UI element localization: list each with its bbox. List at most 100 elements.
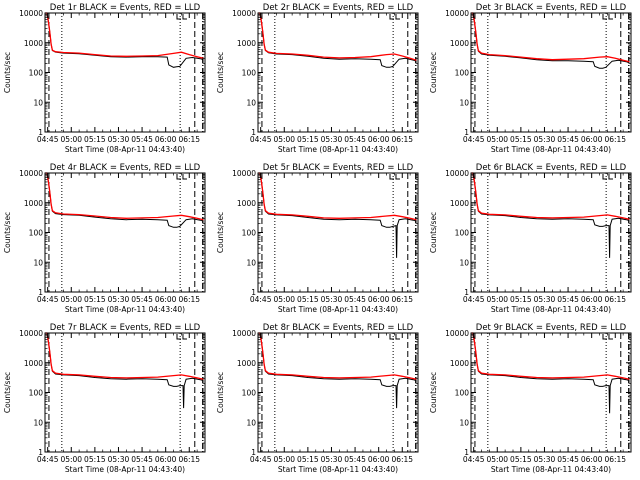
marker-glyph (608, 174, 613, 180)
x-tick-label: 06:15 (604, 295, 626, 304)
x-tick-label: 05:30 (108, 135, 130, 144)
x-tick-label: 04:45 (37, 135, 59, 144)
y-axis-label: Counts/sec (429, 212, 438, 253)
series-events-line (471, 332, 630, 414)
y-tick-label: 10 (33, 98, 43, 107)
x-axis-label: Start Time (08-Apr-11 04:43:40) (65, 305, 185, 314)
plot-frame (44, 172, 206, 293)
y-tick-label: 10 (33, 418, 43, 427)
x-tick-label: 05:30 (321, 135, 343, 144)
x-tick-label: 05:00 (486, 295, 508, 304)
x-tick-label: 05:15 (510, 135, 532, 144)
y-axis-label: Counts/sec (216, 212, 225, 253)
chart-title: Det 2r BLACK = Events, RED = LLD (263, 3, 414, 13)
marker-glyph (389, 14, 394, 20)
series-events-line (45, 332, 204, 409)
marker-glyph (176, 334, 181, 340)
y-tick-label: 10000 (19, 329, 43, 338)
x-tick-label: 05:15 (510, 295, 532, 304)
y-tick-label: 10 (459, 258, 469, 267)
y-tick-label: 10 (459, 418, 469, 427)
chart-title: Det 6r BLACK = Events, RED = LLD (476, 163, 627, 173)
x-tick-label: 06:15 (391, 135, 413, 144)
marker-glyph (176, 14, 181, 20)
chart-panel-3: Det 3r BLACK = Events, RED = LLD Counts/s… (429, 3, 632, 154)
y-tick-label: 10000 (232, 169, 256, 178)
x-tick-label: 05:15 (84, 295, 106, 304)
x-tick-label: 05:30 (321, 455, 343, 464)
x-tick-label: 05:45 (131, 135, 153, 144)
y-axis-label: Counts/sec (429, 372, 438, 413)
y-axis-label: Counts/sec (3, 52, 12, 93)
chart-panel-9: Det 9r BLACK = Events, RED = LLD Counts/s… (429, 323, 632, 474)
series-events-line (258, 12, 417, 68)
chart-title: Det 4r BLACK = Events, RED = LLD (50, 163, 201, 173)
y-tick-label: 1000 (237, 359, 256, 368)
plot-frame (44, 12, 206, 133)
y-tick-label: 100 (29, 229, 44, 238)
marker-glyph (182, 14, 187, 20)
x-axis-label: Start Time (08-Apr-11 04:43:40) (491, 145, 611, 154)
x-tick-label: 06:00 (581, 295, 603, 304)
x-axis-label: Start Time (08-Apr-11 04:43:40) (278, 465, 398, 474)
y-tick-label: 1 (38, 128, 43, 137)
x-tick-label: 04:45 (250, 295, 272, 304)
marker-glyph (602, 334, 607, 340)
y-tick-label: 10000 (232, 329, 256, 338)
marker-glyph (608, 334, 613, 340)
y-tick-label: 1 (38, 288, 43, 297)
series-events-line (258, 332, 417, 409)
x-tick-label: 06:00 (368, 135, 390, 144)
y-tick-label: 10000 (445, 9, 469, 18)
x-tick-label: 05:15 (297, 295, 319, 304)
y-tick-label: 1 (251, 128, 256, 137)
x-tick-label: 05:45 (131, 455, 153, 464)
x-tick-label: 05:00 (60, 295, 82, 304)
x-tick-label: 05:45 (131, 295, 153, 304)
plot-frame (470, 12, 632, 133)
marker-glyph (395, 14, 400, 20)
series-lld-line (471, 332, 630, 380)
y-tick-label: 100 (455, 389, 470, 398)
x-tick-label: 05:30 (534, 135, 556, 144)
x-tick-label: 05:00 (273, 455, 295, 464)
x-tick-label: 05:45 (344, 295, 366, 304)
y-tick-label: 1000 (237, 39, 256, 48)
marker-glyph (608, 14, 613, 20)
y-tick-label: 1 (38, 448, 43, 457)
marker-glyph (602, 174, 607, 180)
x-tick-label: 06:15 (178, 455, 200, 464)
x-tick-label: 05:15 (297, 455, 319, 464)
marker-glyph (602, 14, 607, 20)
x-tick-label: 04:45 (37, 295, 59, 304)
marker-glyph (389, 334, 394, 340)
x-axis-label: Start Time (08-Apr-11 04:43:40) (278, 305, 398, 314)
x-tick-label: 06:00 (368, 455, 390, 464)
x-tick-label: 05:00 (486, 135, 508, 144)
y-axis-label: Counts/sec (216, 372, 225, 413)
x-tick-label: 06:00 (155, 455, 177, 464)
y-axis-label: Counts/sec (3, 212, 12, 253)
series-lld-line (45, 172, 204, 221)
y-tick-label: 10000 (445, 329, 469, 338)
x-tick-label: 05:30 (534, 455, 556, 464)
chart-title: Det 3r BLACK = Events, RED = LLD (476, 3, 627, 13)
marker-glyph (389, 174, 394, 180)
x-tick-label: 06:15 (391, 295, 413, 304)
series-events-line (45, 172, 204, 228)
marker-glyph (395, 174, 400, 180)
y-tick-label: 100 (455, 69, 470, 78)
plot-frame (257, 172, 419, 293)
x-tick-label: 06:00 (155, 135, 177, 144)
chart-title: Det 7r BLACK = Events, RED = LLD (50, 323, 201, 333)
x-tick-label: 05:30 (321, 295, 343, 304)
y-axis-label: Counts/sec (429, 52, 438, 93)
plot-frame (257, 12, 419, 133)
marker-glyph (395, 334, 400, 340)
y-tick-label: 100 (242, 389, 257, 398)
x-tick-label: 05:45 (344, 455, 366, 464)
x-tick-label: 05:30 (108, 455, 130, 464)
series-lld-line (471, 12, 630, 63)
y-tick-label: 100 (29, 389, 44, 398)
x-tick-label: 06:00 (581, 135, 603, 144)
